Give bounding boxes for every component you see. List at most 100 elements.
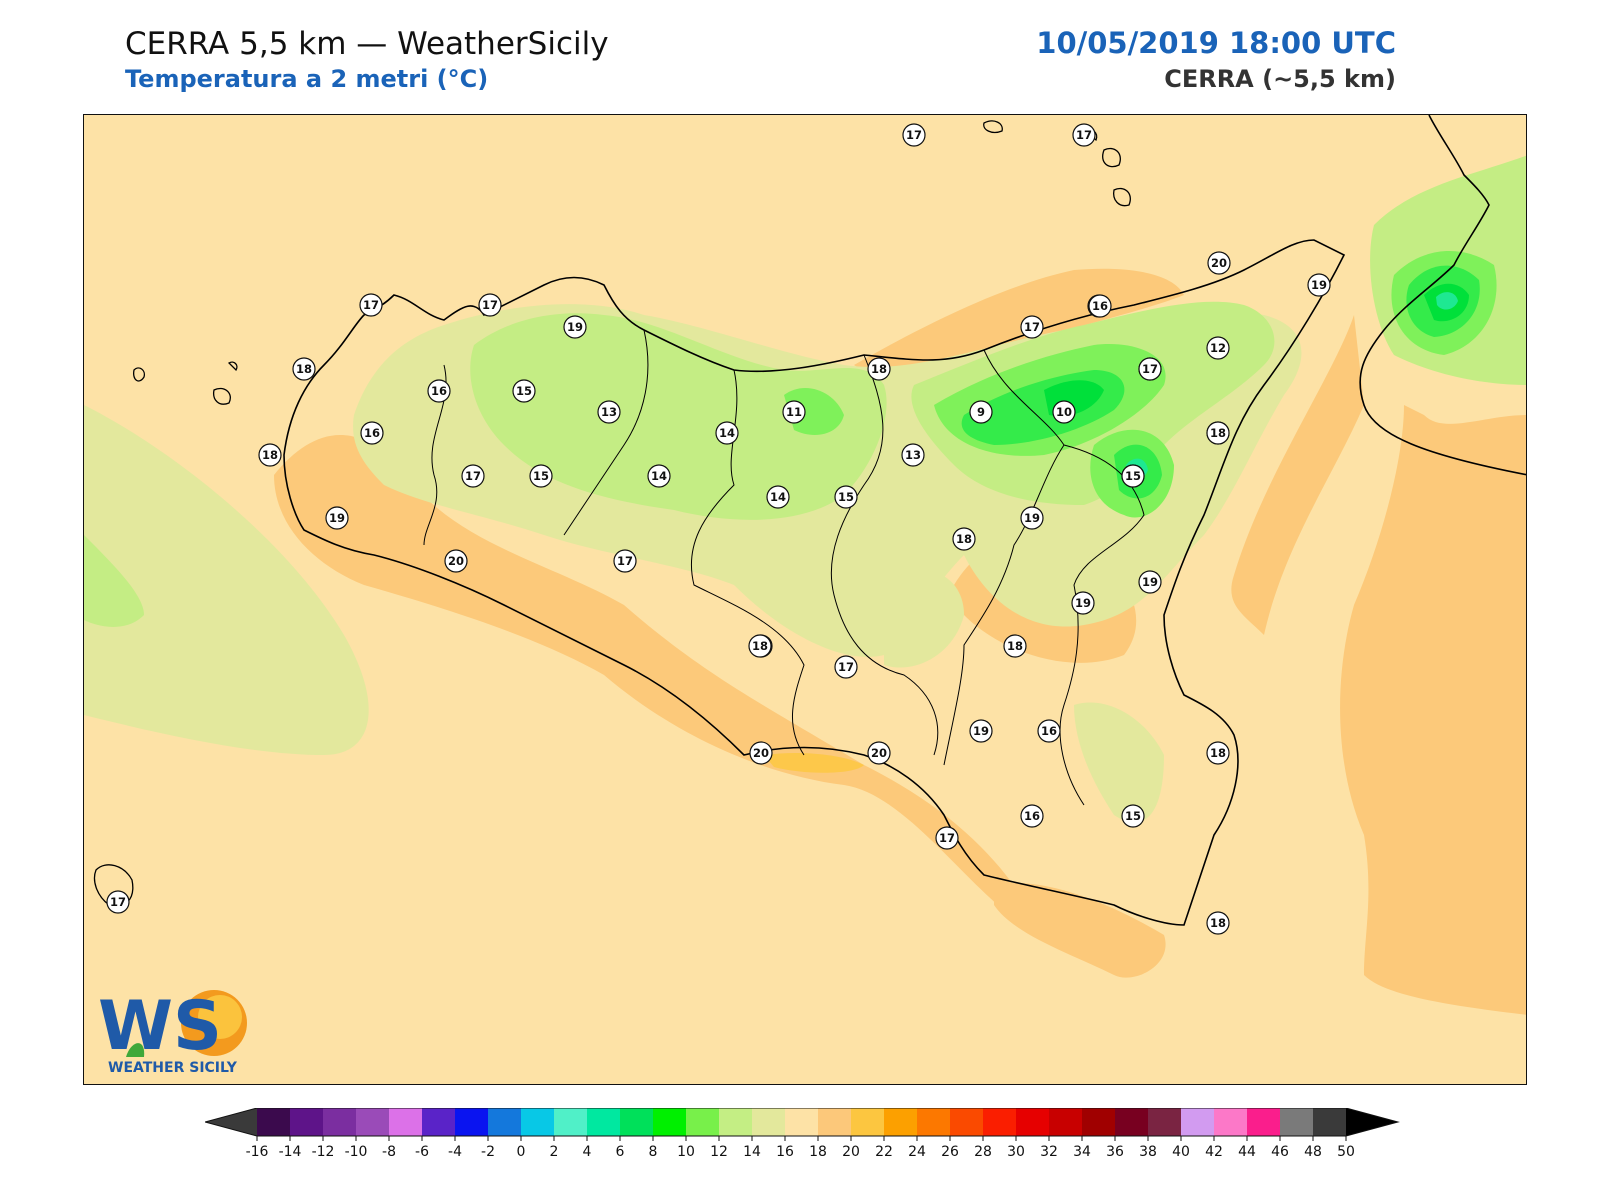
station-value: 17 — [465, 469, 481, 483]
colorbar-swatch — [488, 1108, 521, 1136]
station-marker: 15 — [1121, 464, 1145, 488]
station-marker: 20 — [444, 549, 468, 573]
colorbar-swatch — [653, 1108, 686, 1136]
station-marker: 18 — [1206, 741, 1230, 765]
station-value: 19 — [973, 724, 989, 738]
station-marker: 19 — [1071, 591, 1095, 615]
colorbar-swatch — [950, 1108, 983, 1136]
station-value: 17 — [838, 660, 854, 674]
logo-name: WEATHER SICILY — [108, 1060, 238, 1075]
station-value: 20 — [871, 746, 887, 760]
colorbar: -16 -14 -12 -10 -8 -6 -4 -2 0 2 4 6 8 10 12 14 16 18 20 22 2… — [205, 1108, 1400, 1160]
colorbar-tick-label: -8 — [382, 1144, 396, 1160]
sicily-coastline — [283, 239, 1346, 926]
colorbar-swatch — [1148, 1108, 1181, 1136]
colorbar-tick-label: 34 — [1073, 1144, 1091, 1160]
station-marker: 19 — [325, 506, 349, 530]
colorbar-swatch — [290, 1108, 323, 1136]
colorbar-tick-label: -14 — [279, 1144, 302, 1160]
station-value: 18 — [262, 448, 278, 462]
station-marker: 17 — [613, 549, 637, 573]
colorbar-tick-label: 6 — [616, 1144, 625, 1160]
station-value: 17 — [482, 298, 498, 312]
station-marker: 13 — [597, 400, 621, 424]
colorbar-tick-label: -2 — [481, 1144, 495, 1160]
colorbar-tick-label: 48 — [1304, 1144, 1322, 1160]
colorbar-tick-label: 38 — [1139, 1144, 1157, 1160]
station-marker: 19 — [1138, 570, 1162, 594]
colorbar-swatch — [1181, 1108, 1214, 1136]
station-marker: 14 — [647, 464, 671, 488]
station-value: 18 — [752, 639, 768, 653]
colorbar-swatch — [389, 1108, 422, 1136]
colorbar-tick-label: 40 — [1172, 1144, 1190, 1160]
colorbar-swatch — [1280, 1108, 1313, 1136]
colorbar-tick-label: 30 — [1007, 1144, 1025, 1160]
map-canvas — [84, 115, 1526, 1015]
colorbar-swatch — [422, 1108, 455, 1136]
colorbar-tick-label: -16 — [246, 1144, 269, 1160]
station-value: 19 — [329, 511, 345, 525]
station-value: 18 — [1210, 426, 1226, 440]
island-egadi — [133, 361, 238, 405]
station-value: 10 — [1056, 405, 1072, 419]
station-value: 9 — [977, 405, 985, 419]
colorbar-tick-label: 32 — [1040, 1144, 1058, 1160]
station-value: 19 — [567, 320, 583, 334]
station-value: 13 — [905, 448, 921, 462]
colorbar-tick-label: 2 — [550, 1144, 559, 1160]
colorbar-extend-low — [205, 1108, 257, 1136]
colorbar-swatch — [1115, 1108, 1148, 1136]
colorbar-extend-high — [1346, 1108, 1398, 1136]
warm-band-east — [1340, 405, 1526, 1015]
colorbar-swatch — [719, 1108, 752, 1136]
colorbar-tick-label: 42 — [1205, 1144, 1223, 1160]
station-value: 17 — [617, 554, 633, 568]
temperature-map: 1717171719161818161513171211141191018181… — [83, 114, 1527, 1085]
station-marker: 17 — [834, 655, 858, 679]
colorbar-swatch — [752, 1108, 785, 1136]
station-marker: 16 — [360, 421, 384, 445]
station-value: 17 — [1024, 320, 1040, 334]
station-value: 17 — [1142, 362, 1158, 376]
model-name: CERRA (~5,5 km) — [1164, 65, 1396, 93]
colorbar-tick-label: 24 — [908, 1144, 926, 1160]
station-marker: 16 — [1037, 719, 1061, 743]
station-value: 17 — [939, 831, 955, 845]
station-value: 17 — [363, 298, 379, 312]
colorbar-swatch — [257, 1108, 290, 1136]
station-value: 19 — [1311, 278, 1327, 292]
station-marker: 18 — [258, 443, 282, 467]
station-value: 19 — [1075, 596, 1091, 610]
colorbar-tick-label: 28 — [974, 1144, 992, 1160]
colorbar-swatch — [1313, 1108, 1346, 1136]
station-marker: 17 — [1072, 123, 1096, 147]
logo-letters: WS — [98, 987, 222, 1066]
station-value: 18 — [1210, 916, 1226, 930]
station-value: 20 — [448, 554, 464, 568]
variable-subtitle: Temperatura a 2 metri (°C) — [125, 65, 489, 93]
colorbar-tick-label: 14 — [743, 1144, 761, 1160]
island-ustica — [983, 120, 1003, 134]
warm-band-ionian — [1231, 315, 1364, 635]
station-value: 18 — [956, 532, 972, 546]
station-marker: 13 — [901, 443, 925, 467]
colorbar-tick-label: 22 — [875, 1144, 893, 1160]
station-marker: 17 — [106, 890, 130, 914]
station-value: 16 — [1092, 299, 1108, 313]
colorbar-swatch — [917, 1108, 950, 1136]
teal-core-northeast — [1436, 292, 1458, 310]
colorbar-swatch — [785, 1108, 818, 1136]
station-marker: 18 — [1003, 634, 1027, 658]
colorbar-tick-label: -12 — [312, 1144, 335, 1160]
green-west — [84, 535, 144, 627]
colorbar-tick-label: 16 — [776, 1144, 794, 1160]
station-marker: 16 — [1088, 294, 1112, 318]
station-value: 14 — [651, 469, 667, 483]
station-marker: 15 — [529, 464, 553, 488]
hot-patch-gela — [764, 753, 864, 773]
station-value: 15 — [838, 490, 854, 504]
station-value: 15 — [1125, 469, 1141, 483]
station-value: 16 — [1024, 809, 1040, 823]
station-value: 18 — [871, 362, 887, 376]
